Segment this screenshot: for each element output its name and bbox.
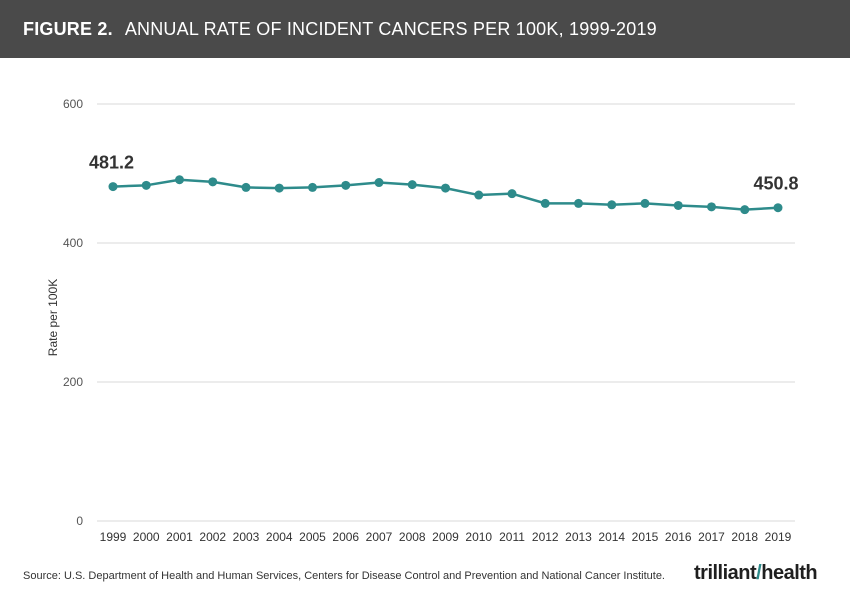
x-tick-label-2017: 2017 xyxy=(698,530,725,544)
x-tick-label-2007: 2007 xyxy=(366,530,393,544)
x-tick-label-2001: 2001 xyxy=(166,530,193,544)
y-tick-label-200: 200 xyxy=(63,375,83,389)
x-tick-label-2005: 2005 xyxy=(299,530,326,544)
data-point-2013 xyxy=(574,198,583,208)
data-point-2000 xyxy=(141,180,151,190)
data-point-2019 xyxy=(773,203,783,213)
data-point-2018 xyxy=(740,205,750,215)
source-note: Source: U.S. Department of Health and Hu… xyxy=(23,570,665,582)
y-tick-label-400: 400 xyxy=(63,236,83,250)
y-tick-label-600: 600 xyxy=(63,97,83,111)
x-tick-label-2008: 2008 xyxy=(399,530,426,544)
x-tick-label-2009: 2009 xyxy=(432,530,459,544)
y-axis-label: Rate per 100K xyxy=(46,279,60,356)
trilliant-health-logo: trilliant/health xyxy=(694,562,818,585)
data-point-2012 xyxy=(540,198,550,208)
data-point-2009 xyxy=(441,183,450,193)
data-label-2019: 450.8 xyxy=(753,174,798,194)
data-point-2010 xyxy=(474,190,484,200)
x-tick-label-2019: 2019 xyxy=(765,530,792,544)
y-tick-label-0: 0 xyxy=(76,514,83,528)
data-point-2006 xyxy=(341,180,351,190)
data-point-2014 xyxy=(607,200,617,210)
x-tick-label-2018: 2018 xyxy=(731,530,758,544)
logo-text-health: health xyxy=(761,562,818,584)
x-tick-label-2010: 2010 xyxy=(465,530,492,544)
data-point-1999 xyxy=(108,182,118,192)
figure-title: ANNUAL RATE OF INCIDENT CANCERS PER 100K… xyxy=(124,18,657,39)
data-point-2016 xyxy=(673,200,683,210)
x-tick-label-2006: 2006 xyxy=(332,530,359,544)
x-tick-label-2012: 2012 xyxy=(532,530,559,544)
data-point-2004 xyxy=(274,183,284,193)
data-point-2015 xyxy=(640,198,650,208)
data-point-2005 xyxy=(308,182,317,192)
data-point-2002 xyxy=(208,177,218,187)
data-point-2003 xyxy=(241,182,251,192)
x-tick-label-2013: 2013 xyxy=(565,530,592,544)
logo-slash-mark: / xyxy=(756,562,762,584)
data-point-2008 xyxy=(407,180,417,190)
x-tick-label-2016: 2016 xyxy=(665,530,692,544)
data-point-2007 xyxy=(374,178,384,188)
x-tick-label-2011: 2011 xyxy=(499,530,525,544)
x-tick-label-2004: 2004 xyxy=(266,530,293,544)
x-tick-label-1999: 1999 xyxy=(100,530,127,544)
x-tick-label-2014: 2014 xyxy=(598,530,625,544)
x-tick-label-2000: 2000 xyxy=(133,530,160,544)
x-tick-label-2003: 2003 xyxy=(233,530,260,544)
line-chart: 0 200 400 600 Rate per 100K 1999 2000 2001 2002 2… xyxy=(46,97,799,544)
x-tick-label-2015: 2015 xyxy=(632,530,659,544)
data-point-2011 xyxy=(507,189,517,199)
logo-text-trilliant: trilliant xyxy=(694,562,757,584)
figure-header: FIGURE 2. ANNUAL RATE OF INCIDENT CANCER… xyxy=(0,0,850,58)
x-tick-label-2002: 2002 xyxy=(199,530,226,544)
figure-label: FIGURE 2. xyxy=(23,18,113,39)
data-point-2001 xyxy=(175,175,184,185)
data-label-1999: 481.2 xyxy=(89,153,134,173)
data-point-2017 xyxy=(707,202,716,212)
